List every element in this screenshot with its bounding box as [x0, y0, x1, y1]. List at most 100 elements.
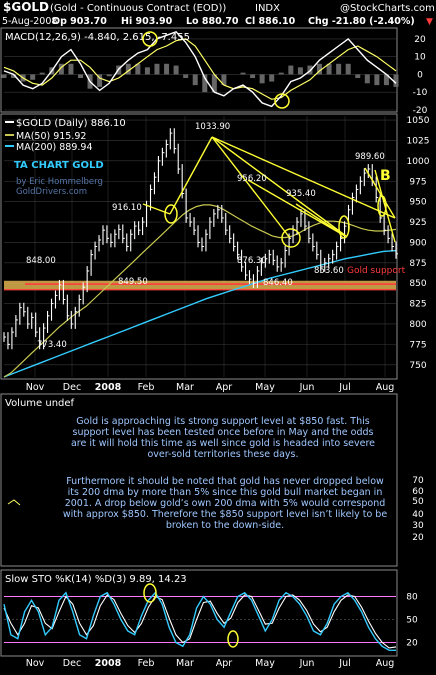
volume-tick-label: 20 [412, 533, 424, 543]
macd-histogram-bar [164, 63, 170, 75]
stochastic-panel [0, 569, 398, 657]
price-annotation: 773.40 [37, 340, 67, 350]
macd-tick-label: 20 [414, 35, 426, 45]
x-tick-label: Nov [26, 382, 45, 393]
macd-signal-line [3, 38, 397, 100]
stoch-k-line [3, 591, 397, 651]
legend-ma50: MA(50) 915.92 [16, 131, 86, 142]
x-tick-label: Jul [338, 658, 350, 669]
volume-tick-label: 50 [412, 497, 424, 507]
x-tick-label: Apr [216, 382, 233, 393]
price-tick-label: 1000 [407, 157, 430, 167]
macd-histogram-bar [278, 72, 284, 75]
price-annotation: 956.20 [237, 174, 267, 184]
macd-histogram-bar [135, 63, 141, 75]
volume-arrow-icon [7, 499, 21, 506]
legend-ma200: MA(200) 889.94 [16, 142, 93, 153]
price-annotation: 935.40 [286, 189, 316, 199]
price-annotation: 846.40 [263, 278, 293, 288]
quote-low: Lo 880.70 [186, 16, 239, 27]
macd-histogram-bar [77, 74, 83, 78]
macd-histogram-bar [183, 74, 189, 78]
macd-histogram-bar [259, 74, 265, 84]
trendline [211, 136, 396, 219]
price-tick-label: 825 [409, 300, 426, 310]
x-tick-label: Apr [216, 658, 233, 669]
quote-open: Op 903.70 [52, 16, 107, 27]
macd-histogram-bar [202, 74, 208, 93]
quote-close: Cl 886.10 [245, 16, 296, 27]
support-label: Gold support [347, 266, 406, 276]
x-tick-label: 2008 [95, 658, 122, 669]
x-tick-label: Dec [63, 382, 81, 393]
trendline [295, 203, 346, 237]
exchange-label: INDX [255, 3, 280, 14]
ticker-title: $GOLD [3, 0, 49, 14]
trendline [364, 167, 396, 219]
x-tick-label: Mar [176, 658, 194, 669]
price-annotation: 989.60 [355, 152, 385, 162]
macd-histogram-bar [211, 74, 217, 93]
volume-title: Volume undef [5, 398, 75, 409]
support-band [4, 280, 396, 290]
macd-panel [0, 27, 398, 113]
price-tick-label: 925 [409, 218, 426, 228]
price-tick-label: 850 [409, 279, 426, 289]
macd-low-circle [274, 93, 290, 109]
quote-high: Hi 903.90 [121, 16, 173, 27]
price-tick-label: 900 [409, 238, 426, 248]
macd-histogram-bar [11, 74, 17, 78]
highlight-circle [281, 228, 301, 248]
x-tick-label: Jun [299, 382, 315, 393]
price-tick-label: 875 [409, 259, 426, 269]
macd-histogram-bar [297, 67, 303, 75]
commentary-paragraph-1: Gold is approaching its strong support l… [70, 416, 375, 460]
macd-histogram-bar [30, 74, 36, 80]
macd-histogram-bar [125, 63, 131, 75]
macd-tick-label: -20 [413, 106, 428, 116]
watermark: @StockCharts.com [340, 3, 435, 14]
macd-histogram-bar [240, 72, 246, 75]
stochastic-title: Slow STO %K(14) %D(3) 9.89, 14.23 [5, 574, 187, 585]
macd-histogram-bar [144, 67, 150, 75]
price-annotation: 853.60 [314, 266, 344, 276]
x-tick-label: 2008 [95, 382, 122, 393]
macd-histogram-bar [326, 63, 332, 75]
price-tick-label: 750 [409, 361, 426, 371]
macd-tick-label: -10 [413, 88, 428, 98]
legend-ma50-swatch [5, 134, 14, 136]
highlight-circle [377, 195, 387, 217]
trendline [374, 169, 396, 243]
volume-tick-label: 70 [412, 476, 424, 486]
price-tick-label: 1050 [407, 116, 430, 126]
x-tick-label: Jul [338, 382, 350, 393]
macd-tick-label: 0 [417, 70, 423, 80]
macd-histogram-bar [383, 74, 389, 86]
macd-histogram-bar [221, 74, 227, 86]
ma200-line [3, 249, 397, 378]
macd-histogram-bar [336, 63, 342, 75]
stoch-high-circle [143, 583, 157, 603]
price-panel [0, 113, 398, 380]
x-tick-label: May [255, 658, 275, 669]
price-annotation: 848.00 [26, 256, 56, 266]
highlight-circle [338, 215, 350, 239]
macd-histogram-bar [317, 63, 323, 75]
macd-histogram-bar [374, 74, 380, 86]
legend-ma200-swatch [5, 145, 14, 147]
macd-histogram-bar [192, 74, 198, 86]
macd-histogram-bar [288, 65, 294, 75]
macd-title: MACD(12,26,9) -4.840, 2.615, -7.455 [5, 32, 190, 43]
macd-histogram-bar [250, 74, 256, 78]
price-annotation: 849.50 [118, 277, 148, 287]
price-tick-label: 1025 [407, 136, 430, 146]
volume-tick-label: 40 [412, 510, 424, 520]
x-tick-label: Jun [299, 658, 315, 669]
price-tick-label: 950 [409, 198, 426, 208]
macd-histogram-bar [154, 63, 160, 75]
ta-chart-caption: TA CHART GOLD [14, 160, 104, 171]
wave-b-label: B [380, 168, 391, 184]
macd-histogram-bar [364, 74, 370, 84]
commentary-paragraph-2: Furthermore it should be noted that gold… [62, 476, 388, 531]
trendline [169, 136, 213, 215]
